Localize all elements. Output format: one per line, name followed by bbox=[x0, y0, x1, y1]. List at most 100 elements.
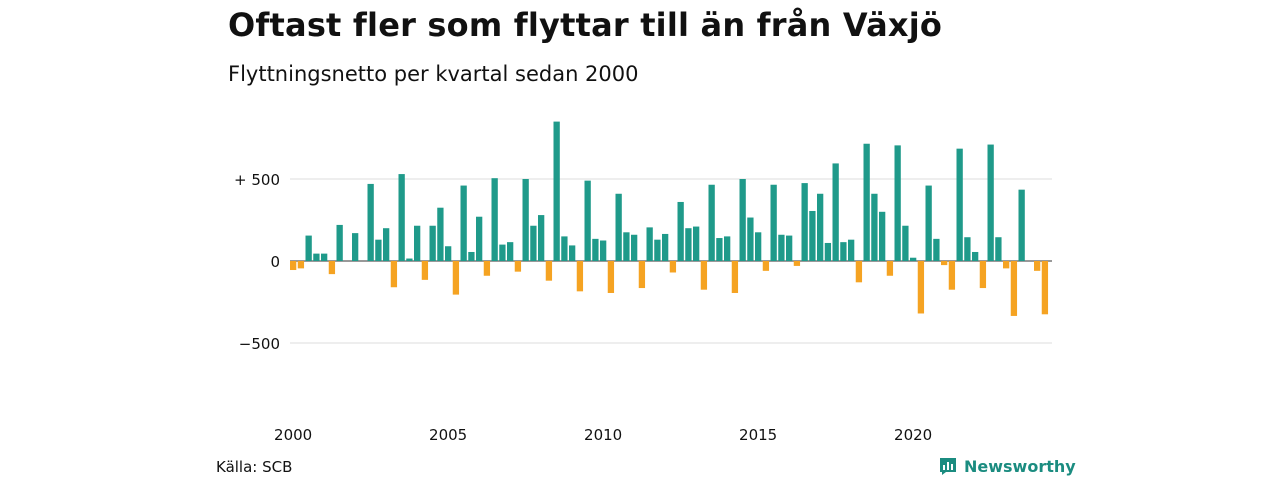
bar bbox=[623, 232, 630, 261]
bar bbox=[321, 253, 328, 261]
bar bbox=[809, 210, 816, 261]
bar bbox=[824, 242, 832, 261]
bar bbox=[801, 183, 808, 261]
bar bbox=[972, 251, 979, 261]
bar bbox=[879, 211, 886, 261]
bar bbox=[910, 257, 917, 261]
bar bbox=[941, 261, 948, 266]
bar bbox=[716, 238, 723, 261]
x-tick-label: 2005 bbox=[429, 426, 467, 444]
bar bbox=[1003, 261, 1010, 269]
bar bbox=[700, 261, 708, 290]
bar bbox=[398, 174, 405, 261]
bar bbox=[507, 242, 514, 261]
bar bbox=[576, 261, 584, 292]
bar bbox=[600, 240, 607, 261]
bar bbox=[569, 245, 576, 261]
x-tick-label: 2015 bbox=[739, 426, 777, 444]
newsworthy-chart-icon bbox=[940, 458, 956, 475]
bar bbox=[561, 236, 568, 261]
bar bbox=[545, 261, 553, 281]
y-tick-label: 0 bbox=[270, 253, 280, 271]
bar bbox=[693, 226, 700, 261]
bar bbox=[956, 148, 963, 261]
bar bbox=[817, 193, 824, 261]
bar bbox=[1034, 261, 1041, 271]
bar bbox=[390, 261, 398, 288]
bar bbox=[925, 185, 932, 261]
bar bbox=[739, 179, 746, 261]
bar bbox=[553, 121, 560, 261]
bar bbox=[708, 184, 715, 261]
bar bbox=[770, 184, 777, 261]
bar bbox=[607, 261, 615, 293]
bar bbox=[762, 261, 770, 271]
bar bbox=[313, 253, 320, 261]
brand-logo[interactable]: Newsworthy bbox=[938, 456, 1076, 476]
bar bbox=[863, 143, 870, 261]
bar bbox=[336, 224, 343, 261]
x-tick-label: 2000 bbox=[274, 426, 312, 444]
bar bbox=[530, 225, 537, 261]
bar bbox=[592, 238, 599, 261]
bar bbox=[886, 261, 894, 276]
bar bbox=[476, 216, 483, 261]
bar bbox=[328, 261, 336, 275]
bar bbox=[654, 239, 661, 261]
bar bbox=[352, 233, 359, 261]
bar bbox=[538, 215, 545, 261]
chart-title: Oftast fler som flyttar till än från Väx… bbox=[228, 6, 943, 44]
bar bbox=[491, 178, 498, 261]
bar bbox=[584, 180, 591, 261]
axis-labels: + 500 0 −500 2000 2005 2010 2015 2020 bbox=[234, 171, 932, 444]
bar bbox=[514, 261, 522, 272]
bar bbox=[840, 242, 847, 261]
bar bbox=[1041, 261, 1049, 315]
bar bbox=[778, 234, 785, 261]
bar bbox=[786, 235, 793, 261]
bar bbox=[902, 225, 909, 261]
bar bbox=[669, 261, 677, 273]
bar bbox=[747, 217, 754, 261]
bar bbox=[375, 239, 382, 261]
bar bbox=[522, 179, 529, 261]
bar bbox=[421, 261, 429, 280]
bar bbox=[383, 228, 390, 261]
bar bbox=[468, 251, 475, 261]
bar bbox=[646, 227, 653, 261]
bar bbox=[638, 261, 646, 289]
source-note: Källa: SCB bbox=[216, 458, 293, 476]
bar bbox=[290, 261, 297, 271]
bar bbox=[731, 261, 739, 293]
bar bbox=[995, 237, 1002, 261]
bar bbox=[964, 237, 971, 261]
bar bbox=[631, 234, 638, 261]
bar bbox=[979, 261, 987, 289]
bar bbox=[429, 225, 436, 261]
bar bbox=[615, 193, 622, 261]
bar bbox=[452, 261, 460, 295]
bar bbox=[832, 163, 839, 261]
bar bbox=[445, 246, 452, 261]
bar bbox=[987, 144, 994, 261]
bar bbox=[848, 239, 855, 261]
bar bbox=[677, 201, 684, 261]
y-tick-label: + 500 bbox=[234, 171, 280, 189]
bar bbox=[685, 228, 692, 261]
bar bbox=[855, 261, 863, 283]
brand-name: Newsworthy bbox=[964, 456, 1076, 476]
bar bbox=[724, 236, 731, 261]
bars bbox=[290, 121, 1049, 316]
bar bbox=[437, 207, 444, 261]
y-tick-label: −500 bbox=[239, 335, 280, 353]
x-tick-label: 2010 bbox=[584, 426, 622, 444]
bar bbox=[367, 183, 374, 261]
bar bbox=[1018, 189, 1025, 261]
bar bbox=[414, 225, 421, 261]
bar bbox=[662, 233, 669, 261]
bar bbox=[460, 185, 467, 261]
bar bbox=[894, 145, 901, 261]
bar bbox=[1010, 261, 1018, 316]
chart-subtitle: Flyttningsnetto per kvartal sedan 2000 bbox=[228, 62, 639, 86]
